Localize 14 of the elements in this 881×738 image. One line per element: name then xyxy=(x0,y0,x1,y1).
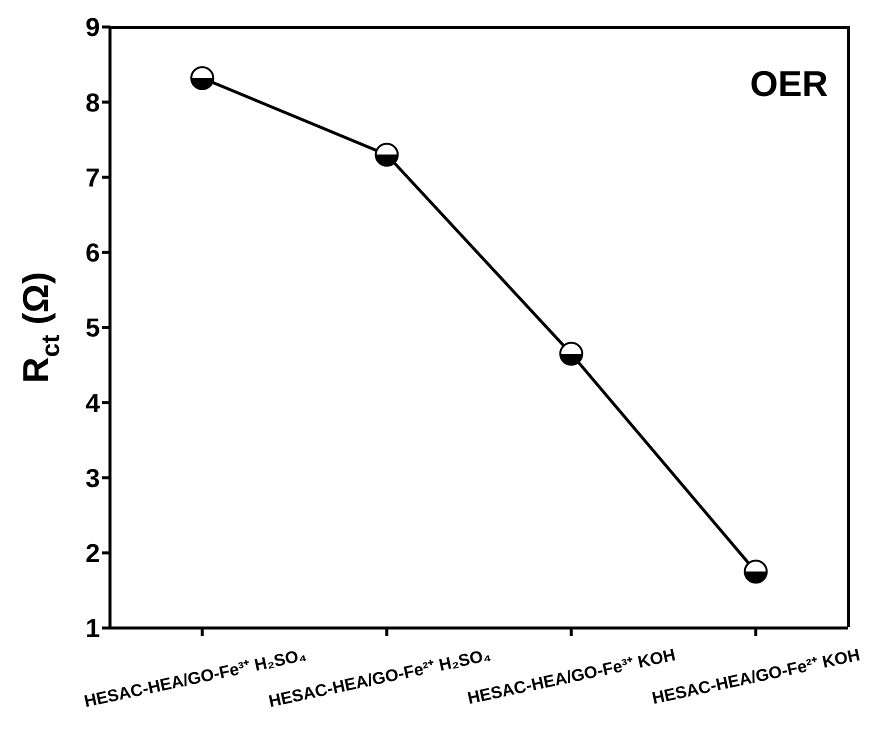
y-tick-label: 9 xyxy=(86,12,100,42)
y-tick-label: 3 xyxy=(86,462,100,493)
y-tick-label: 2 xyxy=(86,538,100,568)
y-tick-label: 7 xyxy=(86,162,100,192)
point xyxy=(190,66,214,90)
y-tick-label: 6 xyxy=(86,238,100,268)
point xyxy=(744,560,768,584)
point xyxy=(374,142,399,167)
y-tick-label: 1 xyxy=(86,613,100,644)
y-tick-label: 4 xyxy=(86,388,101,418)
y-tick-label: 8 xyxy=(86,87,100,118)
point xyxy=(559,342,584,366)
y-tick-label: 5 xyxy=(86,312,100,343)
annotation: OER xyxy=(750,63,828,105)
